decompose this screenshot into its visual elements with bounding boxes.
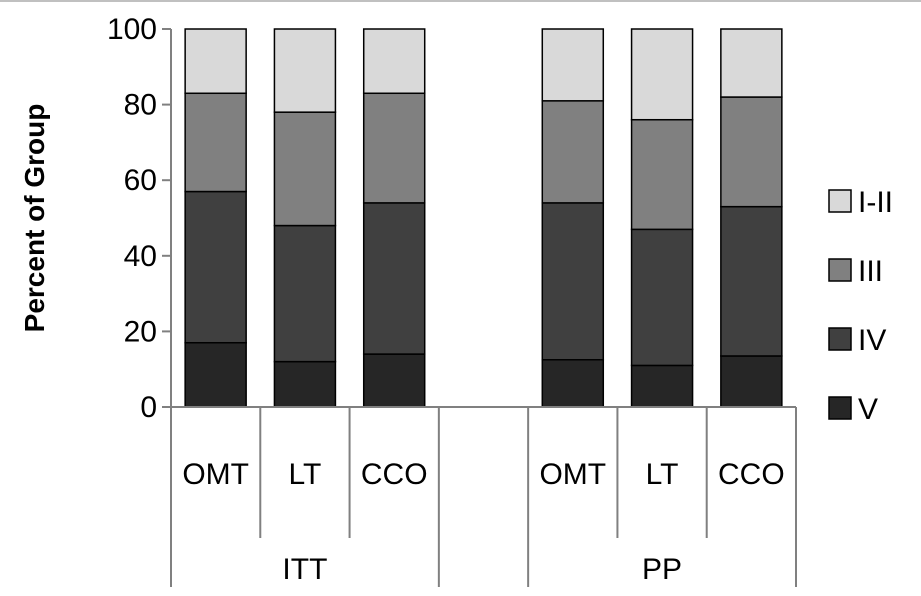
bar-segment [273,360,337,408]
bar-segment [720,96,783,208]
plot-area: 0 20 40 60 80 100 OMT LT CCO OMT LT CCO ITT PP [107,13,797,587]
bar-segment [184,92,247,193]
y-tick-label: 40 [124,240,157,273]
bar-segment [630,228,694,367]
legend-label: IV [858,324,886,357]
y-tick-label: 100 [107,13,157,46]
bar-segment [273,224,337,363]
bar-segment [720,355,783,408]
legend-swatch [828,258,852,282]
x-category-label: CCO [718,458,785,491]
y-tick-label: 20 [124,315,157,348]
bar-segment [184,28,247,95]
x-category-label: CCO [361,458,428,491]
bar-segment [541,100,605,204]
bar-segment [362,92,426,204]
bar-segment [541,28,605,102]
x-category-label: OMT [539,458,606,491]
y-tick-label: 0 [140,391,157,424]
bar-segment [362,28,426,95]
legend-label: V [858,393,878,426]
bar-segment [362,353,426,408]
bar-segment [720,205,783,357]
bar-segment [541,359,605,408]
legend-label: III [858,255,883,288]
legend: I-II III IV V [828,186,893,426]
bar-segment [630,364,694,408]
bar-segment [273,111,337,227]
legend-swatch [828,327,852,351]
bar-segment [184,341,247,408]
bar-segment [362,202,426,355]
x-category-label: LT [646,458,679,491]
x-category-label: OMT [182,458,249,491]
x-group-label: ITT [282,553,327,586]
y-tick-label: 60 [124,164,157,197]
bar-segment [184,190,247,344]
y-axis-label: Percent of Group [19,104,50,333]
legend-swatch [828,189,852,213]
bar-segment [630,118,694,231]
bar-segment [273,28,337,113]
bar-segment [630,28,694,121]
legend-label: I-II [858,186,893,219]
bar-segment [720,28,783,98]
legend-swatch [828,396,852,420]
y-tick-label: 80 [124,89,157,122]
bar-segment [541,202,605,361]
x-category-label: LT [289,458,322,491]
x-group-label: PP [642,553,682,586]
